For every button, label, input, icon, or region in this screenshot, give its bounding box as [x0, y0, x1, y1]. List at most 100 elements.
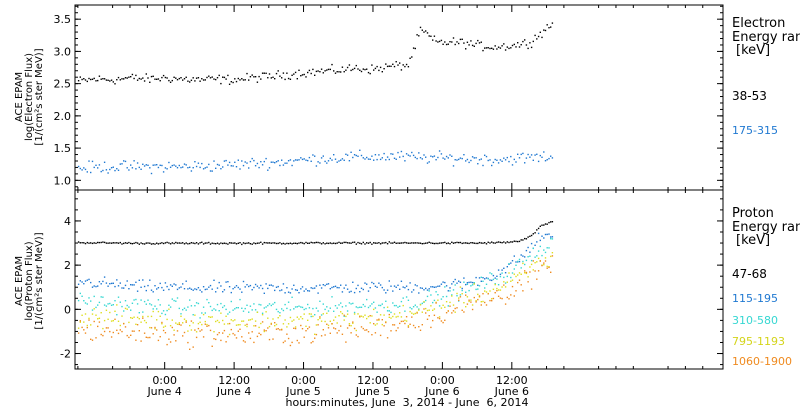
data-point [477, 242, 479, 245]
data-point [232, 332, 234, 335]
data-point [103, 276, 106, 278]
data-point [105, 79, 108, 81]
data-point [412, 242, 415, 244]
data-point [324, 70, 326, 72]
data-point [253, 242, 255, 244]
data-point [142, 243, 144, 245]
data-point [348, 323, 351, 325]
data-point [407, 154, 410, 156]
data-point [504, 242, 507, 244]
data-point [393, 157, 396, 159]
data-point [461, 157, 463, 160]
data-point [348, 324, 351, 327]
data-point [154, 328, 156, 330]
data-point [506, 281, 508, 283]
data-point [475, 42, 477, 45]
data-point [458, 241, 460, 244]
data-point [444, 41, 446, 43]
data-point [317, 310, 319, 312]
data-point [419, 329, 422, 331]
x-axis-title: hours:minutes, June 3, 2014 - June 6, 20… [286, 396, 529, 409]
data-point [319, 162, 321, 164]
data-point [97, 241, 99, 244]
data-point [241, 320, 243, 322]
data-point [293, 319, 295, 321]
data-point [145, 303, 147, 305]
data-point [454, 242, 456, 244]
data-point [296, 78, 298, 80]
data-point [130, 317, 132, 319]
data-point [454, 159, 456, 161]
data-point [489, 242, 491, 244]
data-point [88, 160, 90, 162]
data-point [310, 241, 312, 244]
data-point [536, 261, 538, 263]
data-point [218, 164, 220, 166]
data-point [411, 312, 413, 314]
data-point [81, 295, 83, 297]
x-tick-day-label: June 5 [355, 385, 390, 398]
data-point [228, 311, 231, 313]
data-point [124, 242, 127, 244]
data-point [362, 303, 364, 306]
data-point [411, 56, 413, 58]
data-point [173, 164, 175, 166]
data-point [138, 330, 140, 332]
data-point [126, 77, 128, 79]
data-point [114, 83, 116, 85]
data-point [376, 242, 378, 244]
data-point [491, 273, 493, 275]
data-point [468, 161, 470, 164]
data-point [298, 159, 300, 161]
data-point [84, 332, 87, 334]
data-point [513, 273, 515, 275]
data-point [543, 262, 545, 264]
data-point [404, 160, 406, 162]
data-point [471, 156, 474, 158]
data-point [379, 243, 382, 245]
data-point [110, 320, 113, 322]
data-point [513, 255, 515, 257]
data-point [175, 340, 177, 342]
data-point [527, 246, 529, 249]
data-point [355, 287, 357, 290]
data-point [379, 334, 382, 337]
data-point [411, 291, 413, 293]
y-tick-label: 2 [64, 259, 71, 272]
data-point [149, 242, 151, 244]
data-point [376, 158, 378, 161]
data-point [187, 306, 189, 308]
data-point [145, 336, 147, 338]
data-point [143, 80, 146, 82]
data-point [543, 224, 545, 226]
data-point [109, 242, 111, 244]
data-point [492, 288, 495, 290]
data-point [136, 324, 139, 326]
data-point [258, 166, 260, 169]
data-point [421, 324, 423, 326]
data-point [409, 306, 411, 309]
data-point [425, 242, 427, 244]
data-point [204, 242, 206, 244]
data-point [411, 151, 413, 154]
data-point [126, 334, 128, 337]
data-point [334, 242, 337, 245]
electron-legend: Electron Energy ran [keV] 38-53 175-315 [732, 16, 800, 137]
data-point [426, 318, 429, 320]
data-point [119, 79, 121, 81]
data-point [303, 308, 305, 311]
data-point [386, 289, 389, 291]
data-point [319, 284, 321, 286]
x-tick-time-label: 0:00 [430, 374, 455, 387]
data-point [515, 275, 517, 278]
data-point [480, 41, 482, 43]
data-point [497, 284, 500, 286]
data-point [275, 323, 278, 326]
data-point [218, 321, 220, 324]
data-point [126, 242, 128, 244]
data-point [360, 315, 363, 317]
data-point [282, 72, 285, 74]
data-point [260, 304, 262, 306]
data-point [301, 158, 304, 161]
data-point [503, 157, 505, 159]
